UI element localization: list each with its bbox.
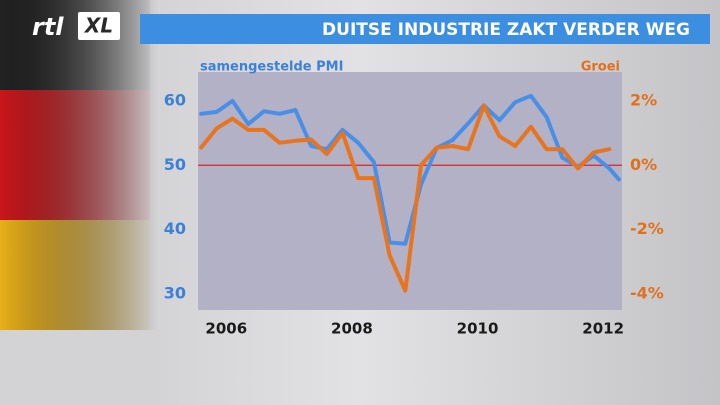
- x-tick-label: 2012: [582, 320, 624, 338]
- y2-tick-label: 0%: [630, 155, 657, 174]
- y-axis-label: samengestelde PMI: [200, 60, 343, 75]
- logo-brand: rtl: [32, 13, 64, 41]
- series-line: [199, 103, 612, 293]
- logo-suffix: XL: [83, 14, 113, 38]
- flag-fade: [0, 0, 160, 330]
- y-tick-label: 60: [164, 90, 186, 109]
- y2-axis-label: Groei: [581, 60, 620, 75]
- x-tick-label: 2010: [457, 320, 499, 338]
- y2-tick-label: 2%: [630, 90, 657, 109]
- y-tick-label: 50: [164, 155, 186, 174]
- y-tick-label: 40: [164, 219, 186, 238]
- x-tick-label: 2006: [205, 320, 247, 338]
- chart-title: DUITSE INDUSTRIE ZAKT VERDER WEG: [322, 20, 690, 40]
- y-tick-label: 30: [164, 283, 186, 302]
- title-banner: [140, 14, 710, 44]
- y2-tick-label: -2%: [630, 219, 664, 238]
- logo-box: [78, 12, 120, 40]
- plot-area: [198, 72, 622, 310]
- y2-tick-label: -4%: [630, 283, 664, 302]
- flag-bottom: [0, 330, 160, 405]
- x-tick-label: 2008: [331, 320, 373, 338]
